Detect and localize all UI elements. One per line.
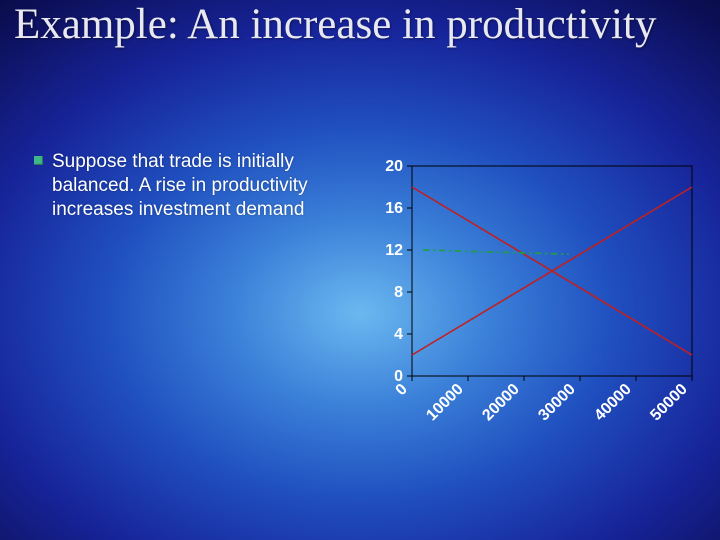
svg-text:16: 16 <box>385 200 403 217</box>
svg-text:40000: 40000 <box>591 381 635 425</box>
svg-text:20000: 20000 <box>479 381 523 425</box>
svg-text:50000: 50000 <box>647 381 691 425</box>
svg-text:4: 4 <box>394 326 403 343</box>
slide-title: Example: An increase in productivity <box>14 2 656 47</box>
svg-text:10000: 10000 <box>423 381 467 425</box>
bullet-square-icon <box>34 156 43 165</box>
svg-text:20: 20 <box>385 158 403 175</box>
svg-text:8: 8 <box>394 284 403 301</box>
chart-svg: 04812162001000020000300004000050000 <box>372 156 702 476</box>
svg-text:12: 12 <box>385 242 403 259</box>
chart: 04812162001000020000300004000050000 <box>372 156 702 476</box>
bullet-item: Suppose that trade is initially balanced… <box>52 150 352 221</box>
bullet-text: Suppose that trade is initially balanced… <box>52 150 352 221</box>
svg-text:30000: 30000 <box>535 381 579 425</box>
